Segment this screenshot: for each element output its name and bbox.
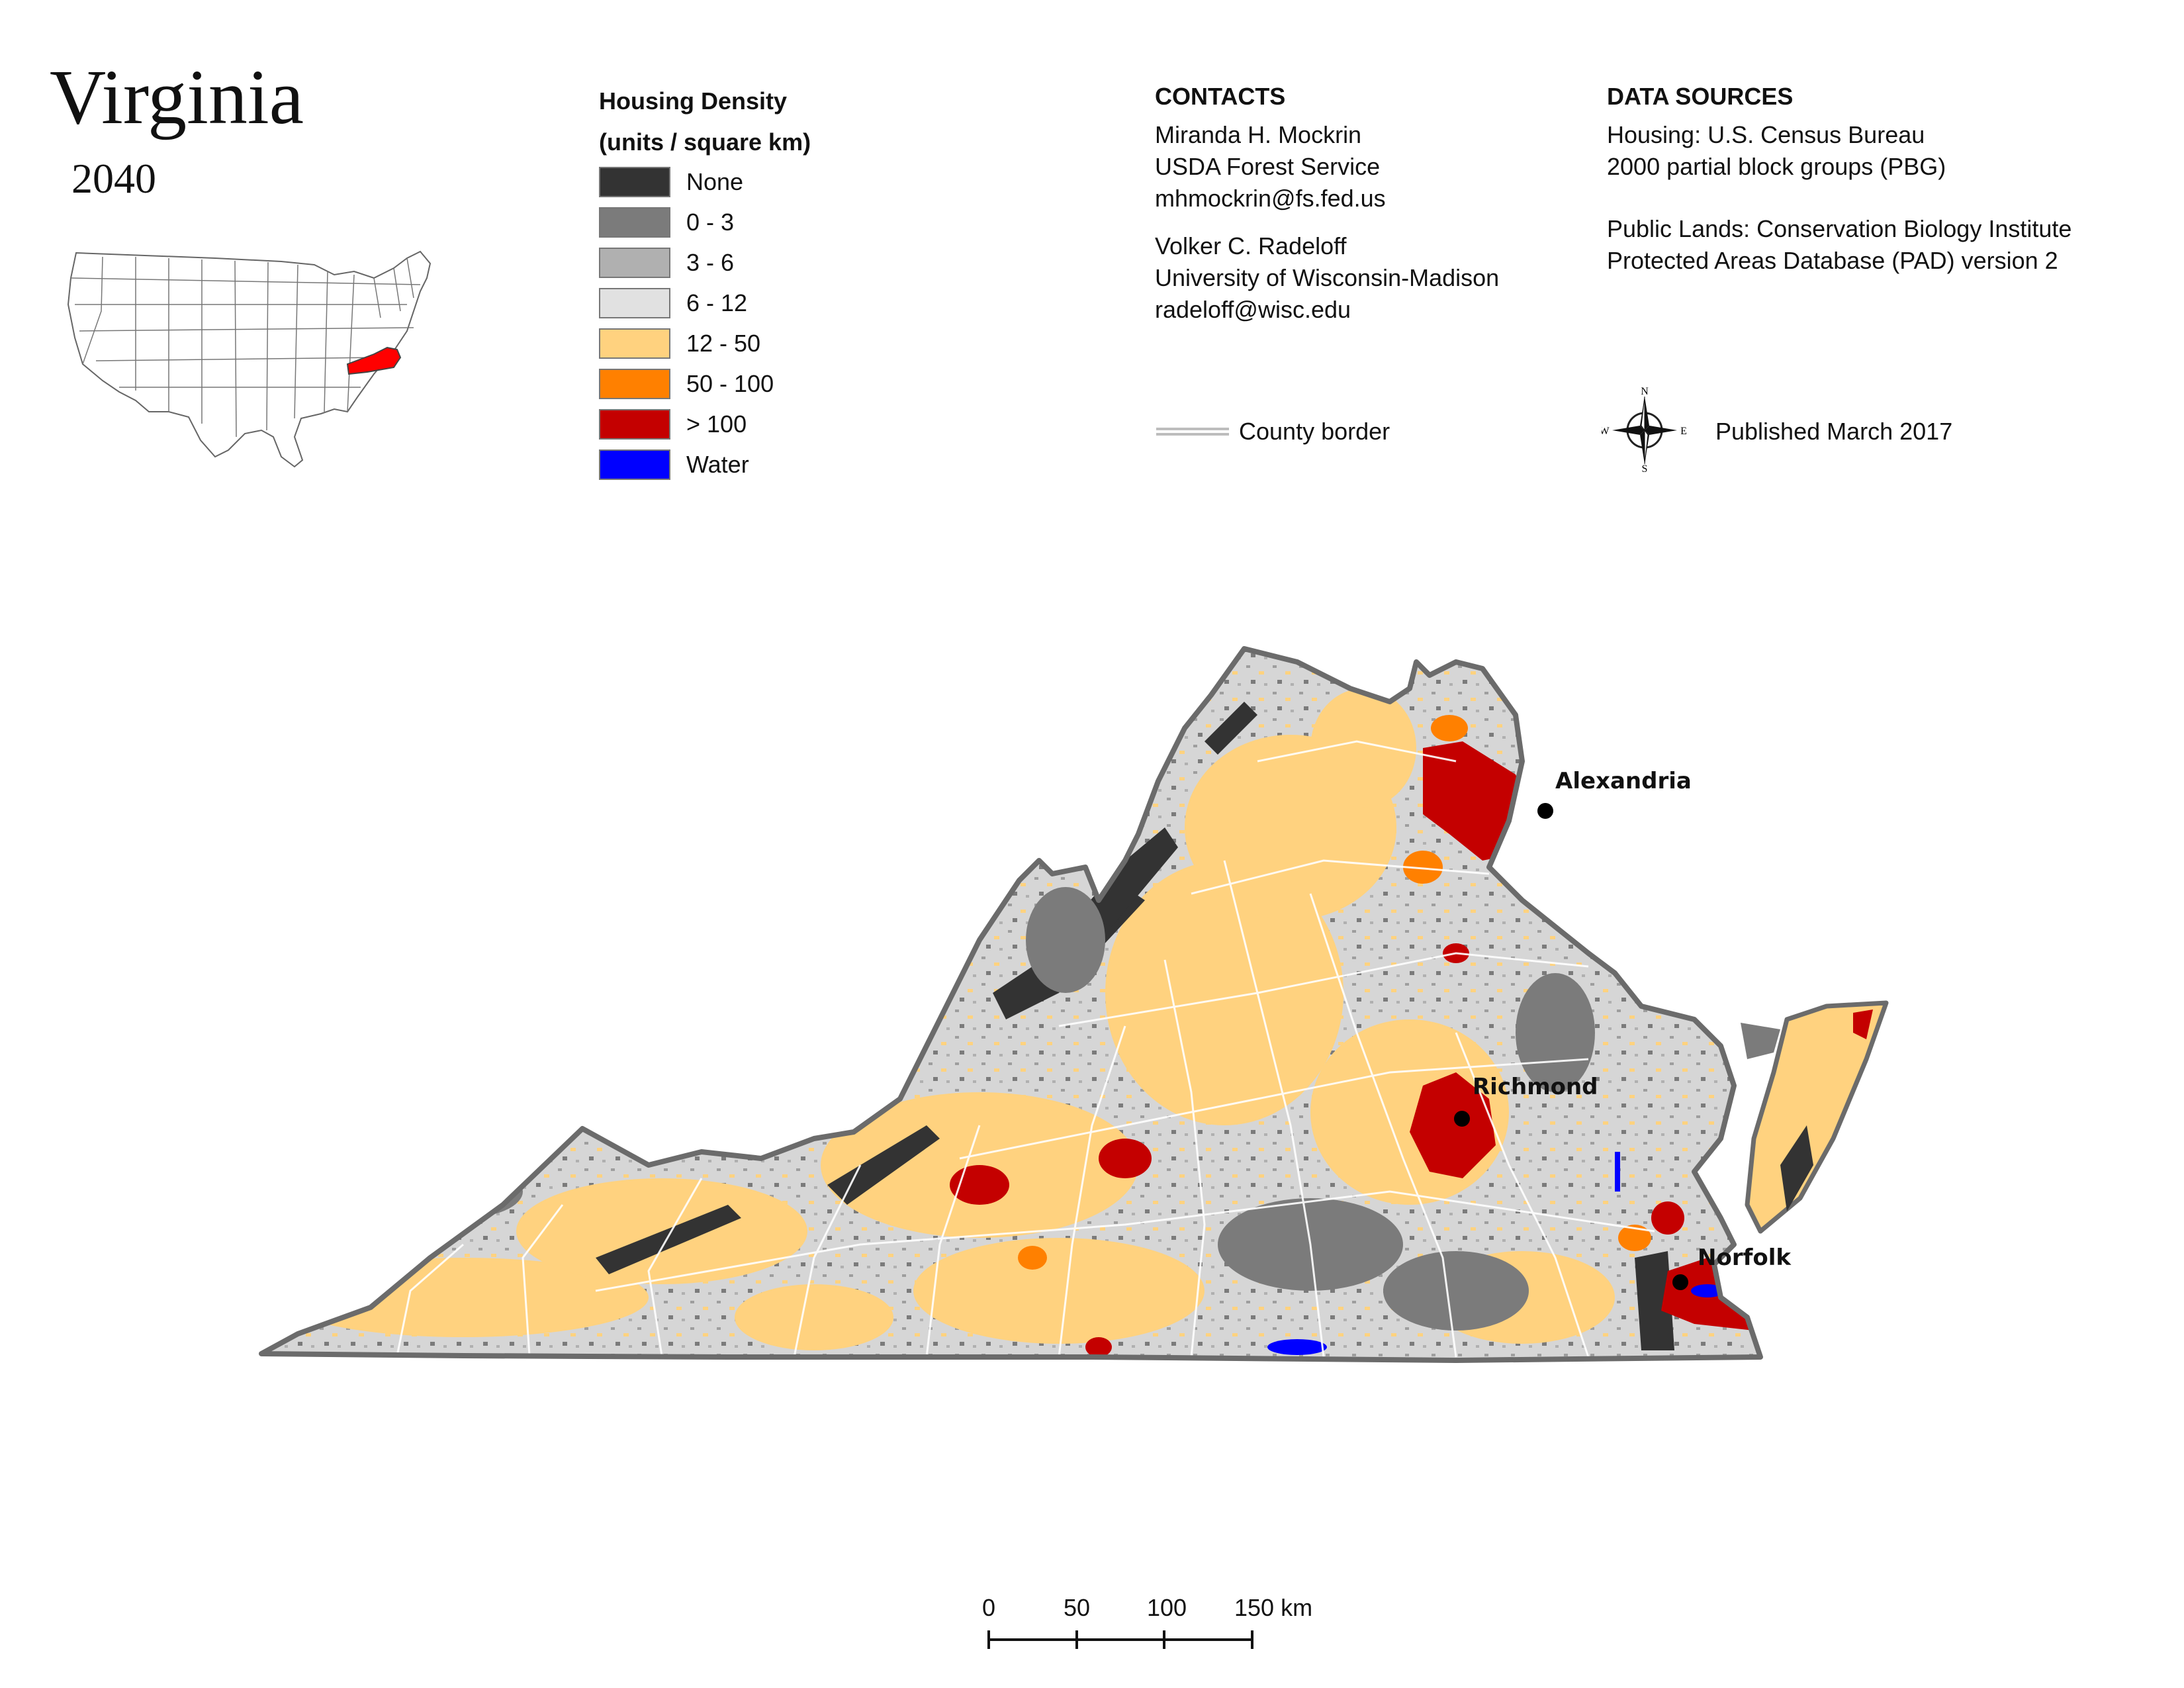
- legend-label: 6 - 12: [686, 289, 748, 316]
- virginia-state-outline: [259, 646, 1763, 1363]
- legend-title: Housing Density (units / square km): [599, 81, 811, 163]
- legend-item: > 100: [599, 408, 747, 441]
- contact-1-email: mhmockrin@fs.fed.us: [1155, 185, 1386, 212]
- legend-item: 6 - 12: [599, 287, 747, 320]
- legend-label: None: [686, 168, 744, 195]
- legend-label: 0 - 3: [686, 209, 735, 236]
- county-borders: [396, 740, 1655, 1358]
- scale-label-0: 0: [982, 1594, 996, 1621]
- city-marker-norfolk: [1672, 1274, 1688, 1290]
- compass-n: N: [1641, 387, 1649, 397]
- data-source-line-4: Protected Areas Database (PAD) version 2: [1607, 247, 2058, 274]
- density-water: [1267, 1152, 1724, 1355]
- map-title: Virginia: [50, 54, 304, 140]
- city-marker-alexandria: [1537, 803, 1553, 819]
- contact-2-org: University of Wisconsin-Madison: [1155, 264, 1500, 291]
- city-label-richmond: Richmond: [1473, 1074, 1598, 1100]
- legend-swatch: [599, 207, 670, 238]
- data-sources-public-lands: Public Lands: Conservation Biology Insti…: [1607, 213, 2071, 277]
- county-border-symbol: [1156, 428, 1229, 436]
- legend-item: 3 - 6: [599, 246, 734, 279]
- legend-swatch: [599, 167, 670, 197]
- published-date: Published March 2017: [1715, 418, 1953, 445]
- compass-w: W: [1602, 426, 1610, 437]
- legend-item: 0 - 3: [599, 206, 734, 239]
- legend-title-line1: Housing Density: [599, 87, 788, 115]
- legend-swatch: [599, 449, 670, 480]
- contact-1: Miranda H. Mockrin USDA Forest Service m…: [1155, 119, 1386, 214]
- contact-1-org: USDA Forest Service: [1155, 153, 1381, 180]
- virginia-highlight: [346, 346, 402, 375]
- data-source-line-2: 2000 partial block groups (PBG): [1607, 153, 1946, 180]
- data-source-line-1: Housing: U.S. Census Bureau: [1607, 121, 1925, 148]
- legend-label: 50 - 100: [686, 370, 774, 397]
- density-layer: [261, 649, 1760, 1360]
- legend-label: Water: [686, 451, 749, 478]
- density-50-100: [1018, 715, 1651, 1270]
- legend-swatch: [599, 409, 670, 440]
- compass-e: E: [1680, 426, 1687, 437]
- eastern-shore: [1741, 1000, 1889, 1234]
- data-sources-header: DATA SOURCES: [1607, 83, 1794, 110]
- county-border-label: County border: [1239, 418, 1390, 445]
- compass-rose-icon: N S W E: [1602, 387, 1687, 473]
- contact-2-name: Volker C. Radeloff: [1155, 232, 1347, 259]
- city-marker-richmond: [1454, 1111, 1470, 1127]
- data-source-line-3: Public Lands: Conservation Biology Insti…: [1607, 215, 2072, 242]
- compass-s: S: [1642, 463, 1648, 473]
- scale-bar: [987, 1630, 1253, 1649]
- us-inset-map: [67, 250, 432, 468]
- map-year: 2040: [71, 155, 156, 202]
- contact-1-name: Miranda H. Mockrin: [1155, 121, 1362, 148]
- legend-item: Water: [599, 448, 749, 481]
- legend-swatch: [599, 248, 670, 278]
- contact-2: Volker C. Radeloff University of Wiscons…: [1155, 230, 1499, 326]
- legend-label: 12 - 50: [686, 330, 761, 357]
- contact-2-email: radeloff@wisc.edu: [1155, 296, 1351, 323]
- scale-label-50: 50: [1064, 1594, 1091, 1621]
- legend-swatch: [599, 288, 670, 318]
- scale-label-100: 100: [1147, 1594, 1187, 1621]
- contacts-header: CONTACTS: [1155, 83, 1286, 110]
- scale-label-150: 150 km: [1234, 1594, 1313, 1621]
- data-sources-housing: Housing: U.S. Census Bureau 2000 partial…: [1607, 119, 1946, 183]
- city-label-norfolk: Norfolk: [1698, 1244, 1791, 1271]
- legend-item: 12 - 50: [599, 327, 760, 360]
- legend-label: 3 - 6: [686, 249, 735, 276]
- city-label-alexandria: Alexandria: [1555, 768, 1692, 794]
- legend-swatch: [599, 369, 670, 399]
- legend-swatch: [599, 328, 670, 359]
- legend-item: None: [599, 165, 743, 199]
- legend-item: 50 - 100: [599, 367, 774, 400]
- legend-title-line2: (units / square km): [599, 128, 811, 156]
- legend-label: > 100: [686, 410, 747, 438]
